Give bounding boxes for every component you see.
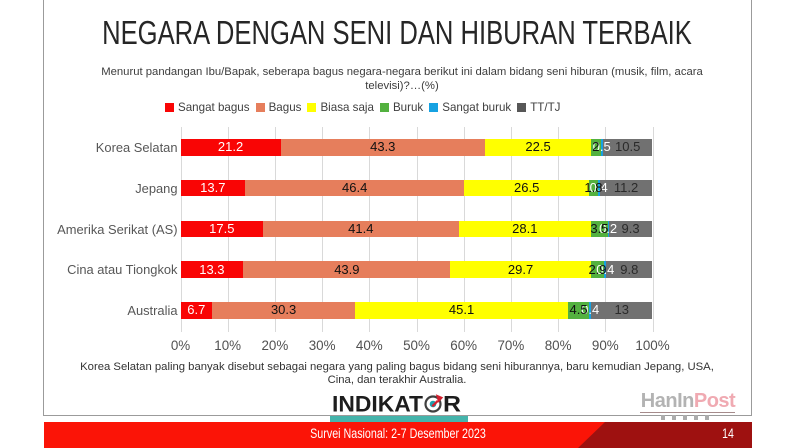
svg-text:R: R — [443, 392, 461, 417]
svg-text:INDIKAT: INDIKAT — [332, 392, 423, 417]
